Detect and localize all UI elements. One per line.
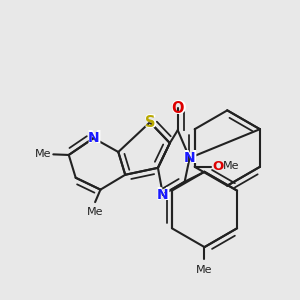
Text: Me: Me [196, 265, 213, 275]
Text: N: N [155, 186, 170, 204]
Text: N: N [184, 151, 195, 165]
Text: Me: Me [87, 208, 104, 218]
Text: N: N [88, 131, 99, 145]
Text: Me: Me [223, 161, 239, 171]
Text: N: N [86, 129, 101, 147]
Text: S: S [145, 115, 155, 130]
Text: Me: Me [35, 149, 52, 159]
Text: N: N [182, 149, 197, 167]
Text: O: O [172, 101, 184, 116]
Text: N: N [157, 188, 169, 202]
Text: S: S [143, 113, 157, 132]
Text: O: O [212, 160, 224, 173]
Text: O: O [170, 99, 186, 118]
